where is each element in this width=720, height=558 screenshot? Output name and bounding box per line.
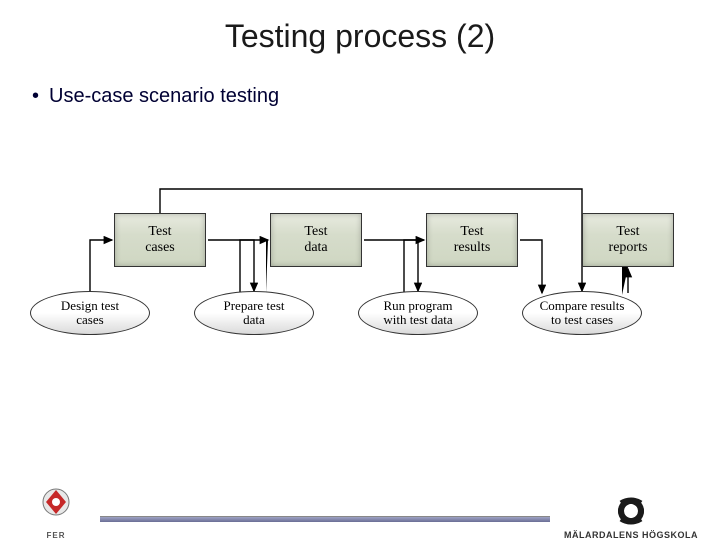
process-run-program: Run programwith test data: [358, 291, 478, 335]
databox-test-reports: Testreports: [582, 213, 674, 267]
slide-title: Testing process (2): [0, 18, 720, 55]
databox-label: Testresults: [454, 224, 491, 256]
databox-label: Testreports: [609, 224, 648, 256]
process-design-test-cases: Design testcases: [30, 291, 150, 335]
fer-logo: FER: [34, 486, 78, 540]
process-label: Compare resultsto test cases: [540, 299, 625, 328]
testing-process-diagram: Testcases Testdata Testresults Testrepor…: [30, 173, 690, 383]
footer-divider: [100, 516, 550, 522]
databox-test-cases: Testcases: [114, 213, 206, 267]
malardalen-logo: MÄLARDALENS HÖGSKOLA: [564, 497, 698, 540]
fer-logo-label: FER: [34, 531, 78, 540]
malardalen-logo-label: MÄLARDALENS HÖGSKOLA: [564, 530, 698, 540]
slide-footer: FER MÄLARDALENS HÖGSKOLA: [0, 486, 720, 546]
process-compare-results: Compare resultsto test cases: [522, 291, 642, 335]
databox-test-data: Testdata: [270, 213, 362, 267]
bullet-marker: •: [32, 85, 39, 108]
process-prepare-test-data: Prepare testdata: [194, 291, 314, 335]
databox-test-results: Testresults: [426, 213, 518, 267]
process-label: Design testcases: [61, 299, 119, 328]
databox-label: Testdata: [304, 224, 327, 256]
process-label: Run programwith test data: [383, 299, 452, 328]
databox-label: Testcases: [145, 224, 175, 256]
bullet-text: Use-case scenario testing: [49, 85, 279, 108]
diagram-arrows: [30, 173, 690, 383]
process-label: Prepare testdata: [223, 299, 284, 328]
bullet-item: • Use-case scenario testing: [32, 85, 720, 108]
